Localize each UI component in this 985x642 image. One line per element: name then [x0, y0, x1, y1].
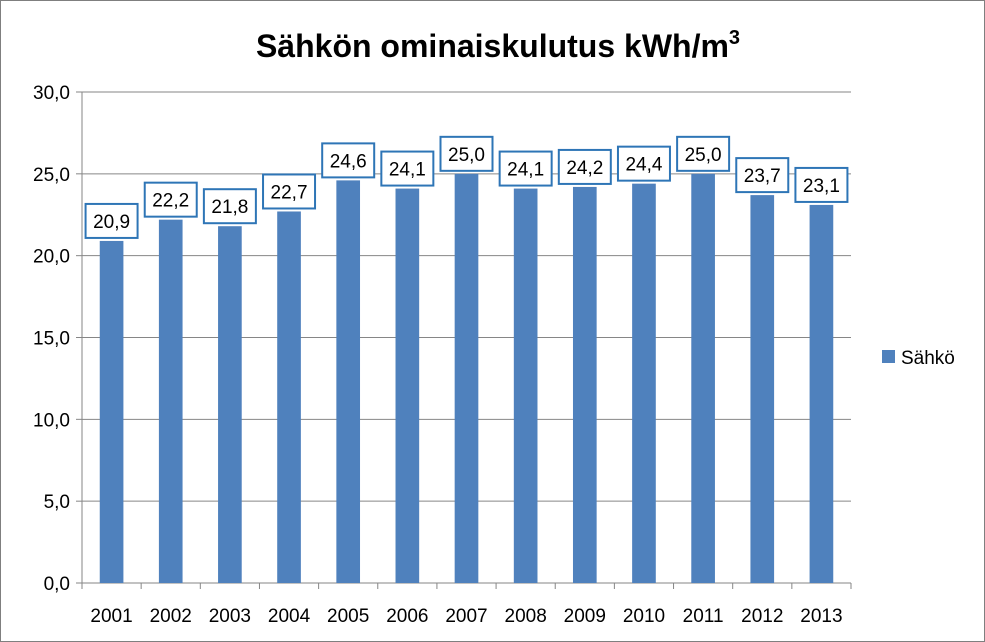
data-label: 24,1 [507, 160, 544, 181]
data-labels: 20,9 22,2 21,8 22,7 24,6 24,1 25,0 24,1 24,2 24,4… [84, 135, 849, 239]
bar [513, 188, 538, 583]
bar [809, 204, 834, 583]
data-label: 22,2 [152, 191, 189, 212]
data-label-box [616, 145, 671, 182]
x-tick-label: 2006 [386, 606, 428, 627]
x-tick-label: 2002 [150, 606, 192, 627]
bar [572, 186, 597, 583]
x-tick-label: 2008 [505, 606, 547, 627]
x-tick-label: 2001 [90, 606, 132, 627]
y-tick-label: 10,0 [33, 410, 70, 431]
data-label: 24,4 [625, 155, 662, 176]
bar [158, 219, 183, 583]
bar [218, 226, 242, 583]
data-label: 23,1 [803, 176, 840, 197]
data-label: 23,7 [744, 166, 781, 187]
data-label-box [202, 188, 257, 225]
bar [277, 211, 301, 583]
data-label: 24,1 [389, 160, 426, 181]
legend-swatch [882, 350, 895, 363]
x-tick-label: 2010 [623, 606, 665, 627]
data-label-box [380, 150, 435, 187]
data-label: 25,0 [448, 145, 485, 166]
data-label: 24,2 [566, 158, 603, 179]
data-label: 25,0 [685, 145, 722, 166]
legend: Sähkö [882, 348, 955, 369]
bar [691, 173, 715, 584]
y-tick-label: 0,0 [44, 574, 70, 595]
data-label-box [143, 181, 198, 218]
data-label-box [735, 157, 790, 194]
y-tick-label: 30,0 [33, 83, 70, 104]
data-label-box [262, 173, 317, 210]
data-label: 24,6 [330, 151, 367, 172]
bar [632, 183, 656, 584]
data-label-box [84, 202, 139, 239]
data-label-box [439, 135, 494, 172]
x-tick-label: 2013 [800, 606, 842, 627]
bar [336, 180, 361, 583]
y-tick-label: 15,0 [33, 329, 70, 350]
data-label-box [498, 150, 553, 187]
bar [395, 188, 420, 583]
legend-label: Sähkö [901, 348, 955, 369]
y-tick-label: 25,0 [33, 165, 70, 186]
x-tick-label: 2011 [683, 606, 724, 627]
chart-title-superscript: 3 [729, 27, 740, 49]
chart-title-main: Sähkön ominaiskulutus kWh/m [256, 28, 729, 64]
bar [99, 240, 124, 584]
data-label-box [676, 135, 731, 172]
x-tick-label: 2004 [268, 606, 311, 627]
data-label: 22,7 [271, 182, 308, 203]
data-label: 21,8 [211, 197, 248, 218]
y-tick-label: 5,0 [44, 492, 70, 513]
x-axis-ticks: 2001 2002 2003 2004 2005 2006 2007 2008 2009 2010… [90, 606, 842, 627]
x-tick-label: 2003 [209, 606, 251, 627]
data-label: 20,9 [93, 212, 130, 233]
chart-title: Sähkön ominaiskulutus kWh/m3 [256, 27, 740, 64]
x-tick-label: 2005 [327, 606, 369, 627]
bars [99, 173, 834, 584]
bar [750, 195, 775, 584]
data-label-box [794, 166, 849, 203]
x-tick-label: 2009 [564, 606, 606, 627]
bar [454, 173, 479, 584]
data-label-box [557, 148, 612, 185]
data-label-box [321, 142, 376, 179]
y-tick-label: 20,0 [33, 247, 70, 268]
x-tick-label: 2012 [741, 606, 783, 627]
x-tick-label: 2007 [445, 606, 487, 627]
y-axis-ticks: 0,0 5,0 10,0 15,0 20,0 25,0 30,0 [33, 83, 70, 595]
